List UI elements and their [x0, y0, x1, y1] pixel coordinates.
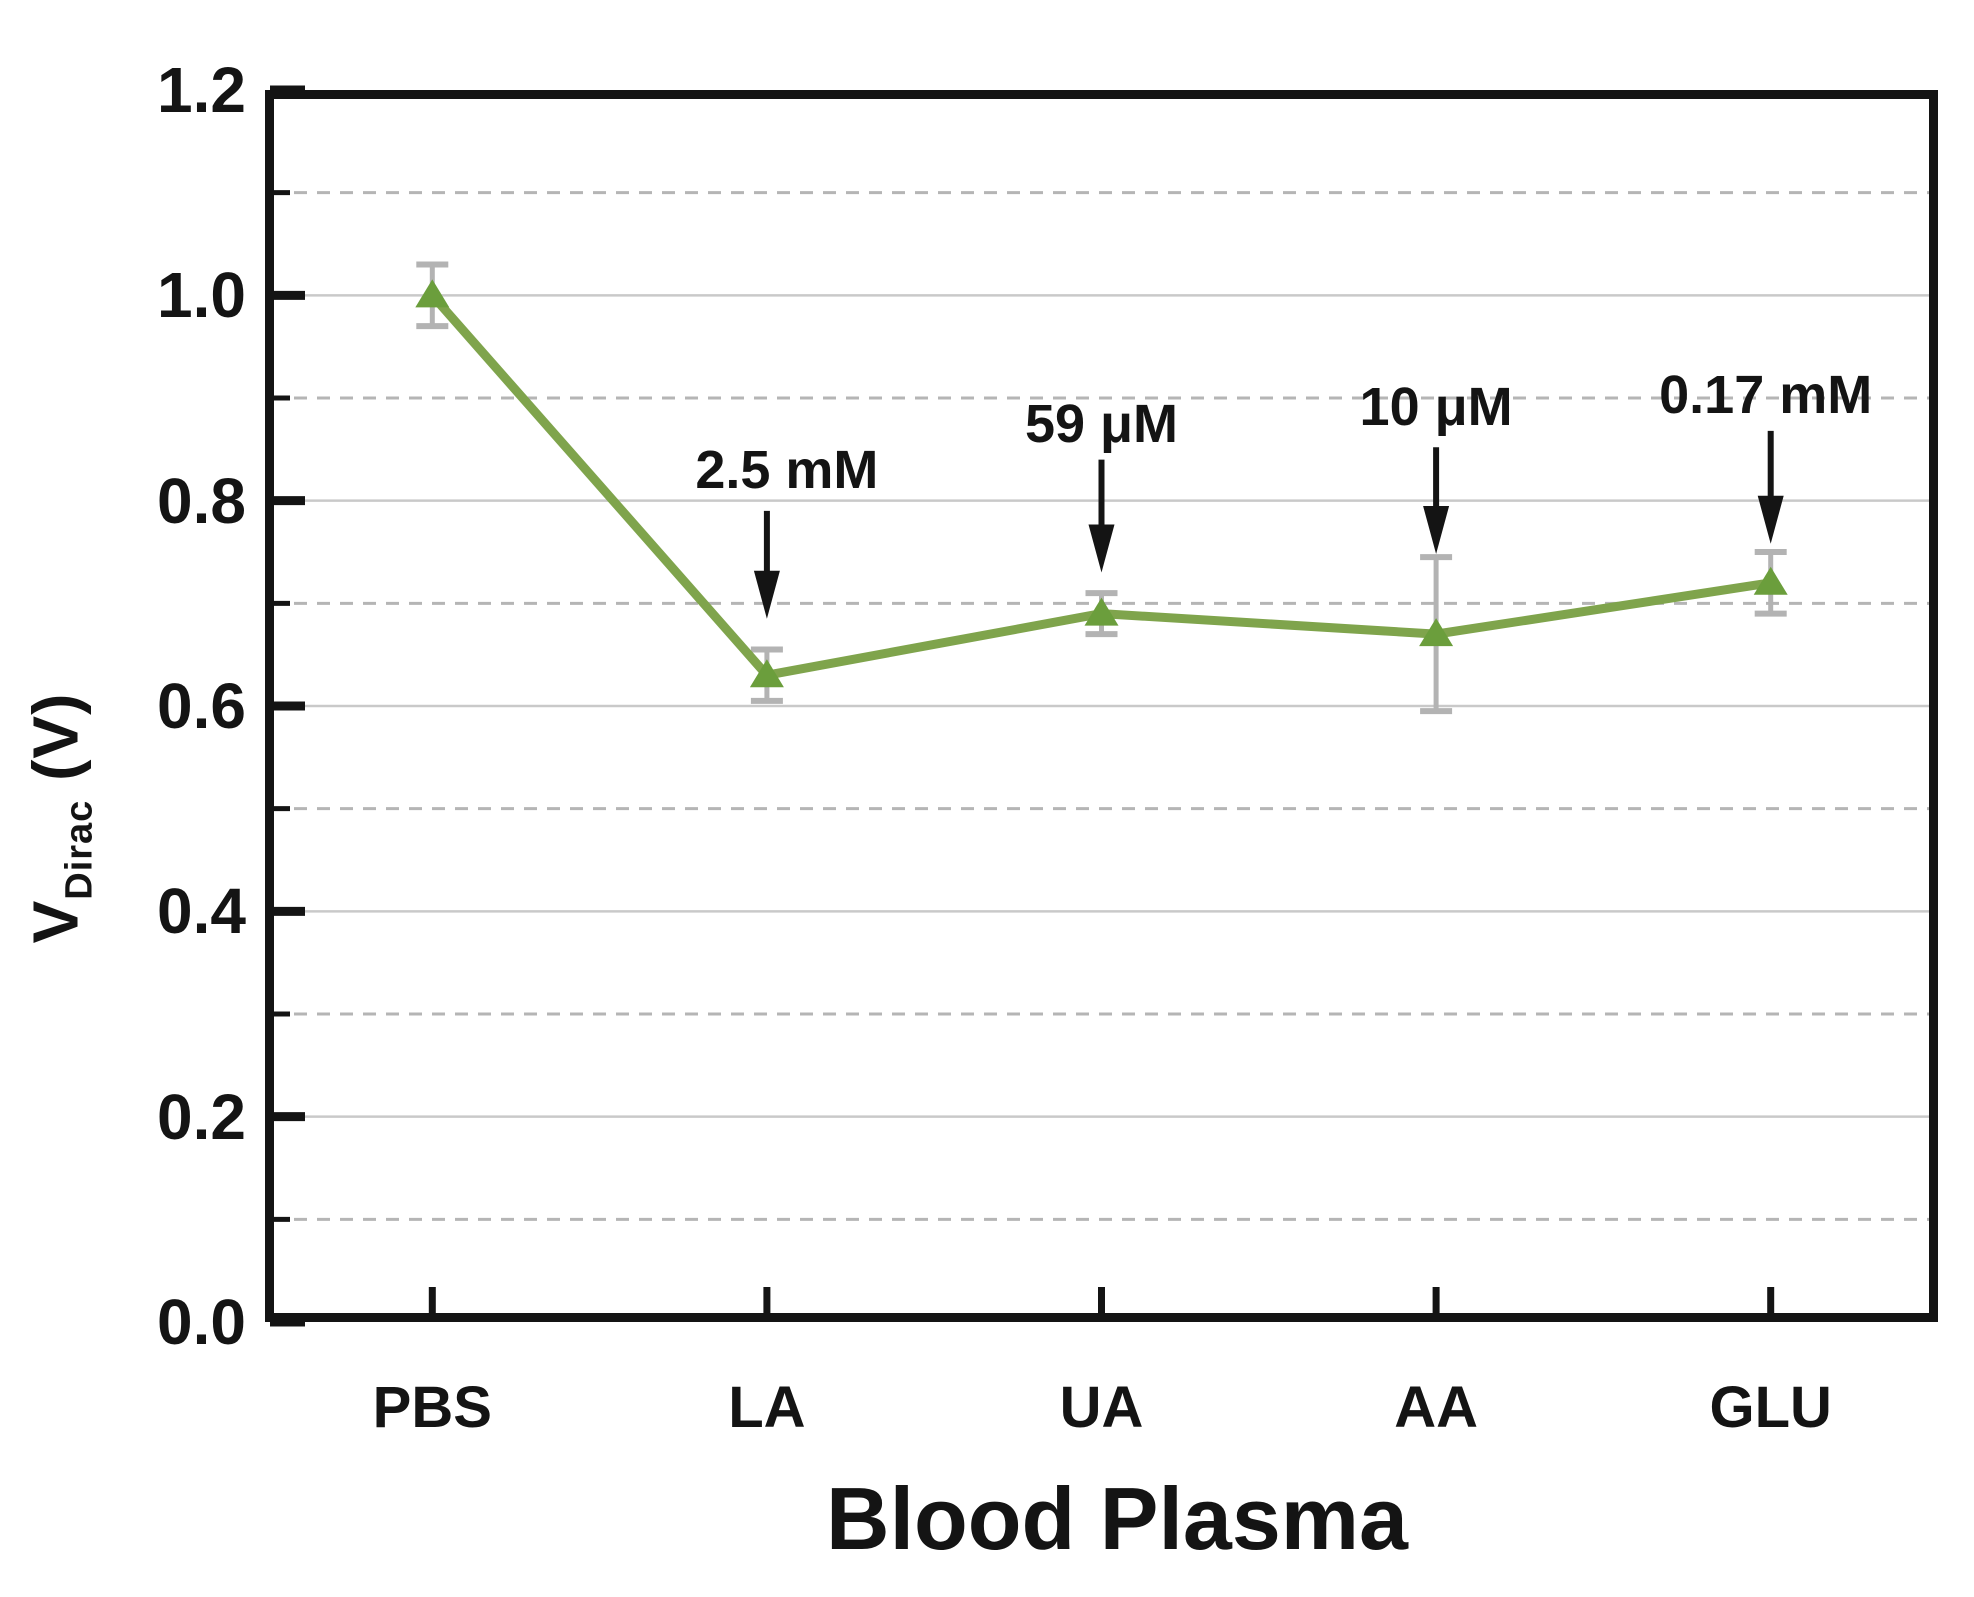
annotation-label: 0.17 mM — [1659, 364, 1873, 425]
y-tick-label: 0.8 — [157, 464, 246, 537]
annotation-label: 10 μM — [1359, 377, 1513, 438]
y-tick-label: 0.4 — [157, 875, 246, 948]
annotation-arrow-head — [1757, 495, 1784, 544]
x-tick-label: UA — [1059, 1375, 1144, 1440]
x-axis-title: Blood Plasma — [826, 1469, 1408, 1568]
y-tick-label: 0.0 — [157, 1286, 246, 1358]
data-point-marker — [749, 659, 784, 688]
annotation-label: 2.5 mM — [695, 439, 879, 500]
plot-frame — [265, 90, 1938, 1322]
y-tick-label: 1.2 — [157, 54, 246, 126]
x-tick-label: AA — [1394, 1375, 1478, 1440]
y-tick-label: 0.2 — [157, 1080, 246, 1153]
data-point-marker — [1753, 566, 1788, 595]
data-point-marker — [415, 279, 450, 308]
x-tick-label: GLU — [1709, 1375, 1832, 1440]
x-tick-label: PBS — [372, 1375, 492, 1440]
annotation-arrow-head — [753, 570, 780, 619]
plot-area — [265, 85, 1938, 1327]
y-tick-label: 1.0 — [157, 259, 246, 332]
annotation-arrow-head — [1423, 506, 1450, 555]
annotation-arrow-head — [1088, 524, 1115, 573]
y-tick-label: 0.6 — [157, 670, 246, 742]
chart-canvas — [265, 85, 1938, 1327]
annotation-label: 59 μM — [1024, 393, 1179, 454]
data-point-marker — [1419, 618, 1454, 647]
data-point-marker — [1084, 597, 1119, 626]
x-tick-label: LA — [728, 1375, 806, 1440]
